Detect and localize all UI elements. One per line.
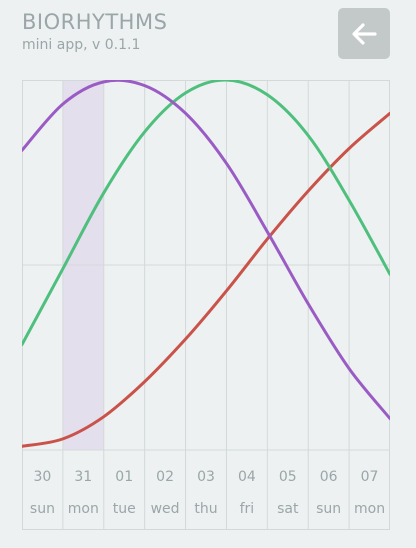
biorhythm-chart[interactable]: 30 sun 31 mon 01 tue 02 wed 03 thu 04 fri 05 sat 06 sun… bbox=[22, 80, 390, 530]
day-column[interactable]: 04 fri bbox=[226, 80, 267, 530]
day-number: 31 bbox=[74, 469, 93, 485]
back-button[interactable] bbox=[338, 8, 390, 59]
physical-curve bbox=[22, 111, 390, 448]
day-number: 03 bbox=[197, 469, 215, 485]
day-number: 02 bbox=[156, 469, 174, 485]
day-column[interactable]: 07 mon bbox=[349, 80, 390, 530]
day-column[interactable]: 01 tue bbox=[104, 80, 145, 530]
day-name: mon bbox=[67, 501, 99, 517]
intellectual-curve bbox=[22, 80, 390, 421]
day-name: wed bbox=[150, 501, 180, 517]
arrow-left-icon bbox=[352, 22, 377, 45]
app-subtitle: mini app, v 0.1.1 bbox=[22, 37, 141, 53]
day-column[interactable]: 03 thu bbox=[186, 80, 227, 530]
app-title: BIORHYTHMS bbox=[22, 10, 168, 34]
day-name: sat bbox=[277, 501, 299, 517]
biorhythm-chart-canvas bbox=[22, 80, 390, 530]
emotional-curve bbox=[22, 80, 390, 346]
day-number: 05 bbox=[278, 469, 297, 485]
day-column[interactable]: 02 wed bbox=[145, 80, 186, 530]
day-column[interactable]: 31 mon bbox=[63, 80, 104, 530]
day-column[interactable]: 05 sat bbox=[267, 80, 308, 530]
day-column[interactable]: 30 sun bbox=[22, 80, 63, 530]
day-name: sun bbox=[29, 501, 55, 517]
day-number: 04 bbox=[237, 469, 256, 485]
day-number: 30 bbox=[33, 469, 52, 485]
day-number: 01 bbox=[115, 469, 134, 485]
chart-border bbox=[22, 80, 390, 530]
day-name: fri bbox=[239, 501, 255, 517]
day-number: 06 bbox=[319, 469, 338, 485]
day-name: tue bbox=[112, 501, 136, 517]
day-name: sun bbox=[316, 501, 342, 517]
day-number: 07 bbox=[360, 469, 379, 485]
day-column[interactable]: 06 sun bbox=[308, 80, 349, 530]
day-name: thu bbox=[194, 501, 218, 517]
day-name: mon bbox=[354, 501, 386, 517]
